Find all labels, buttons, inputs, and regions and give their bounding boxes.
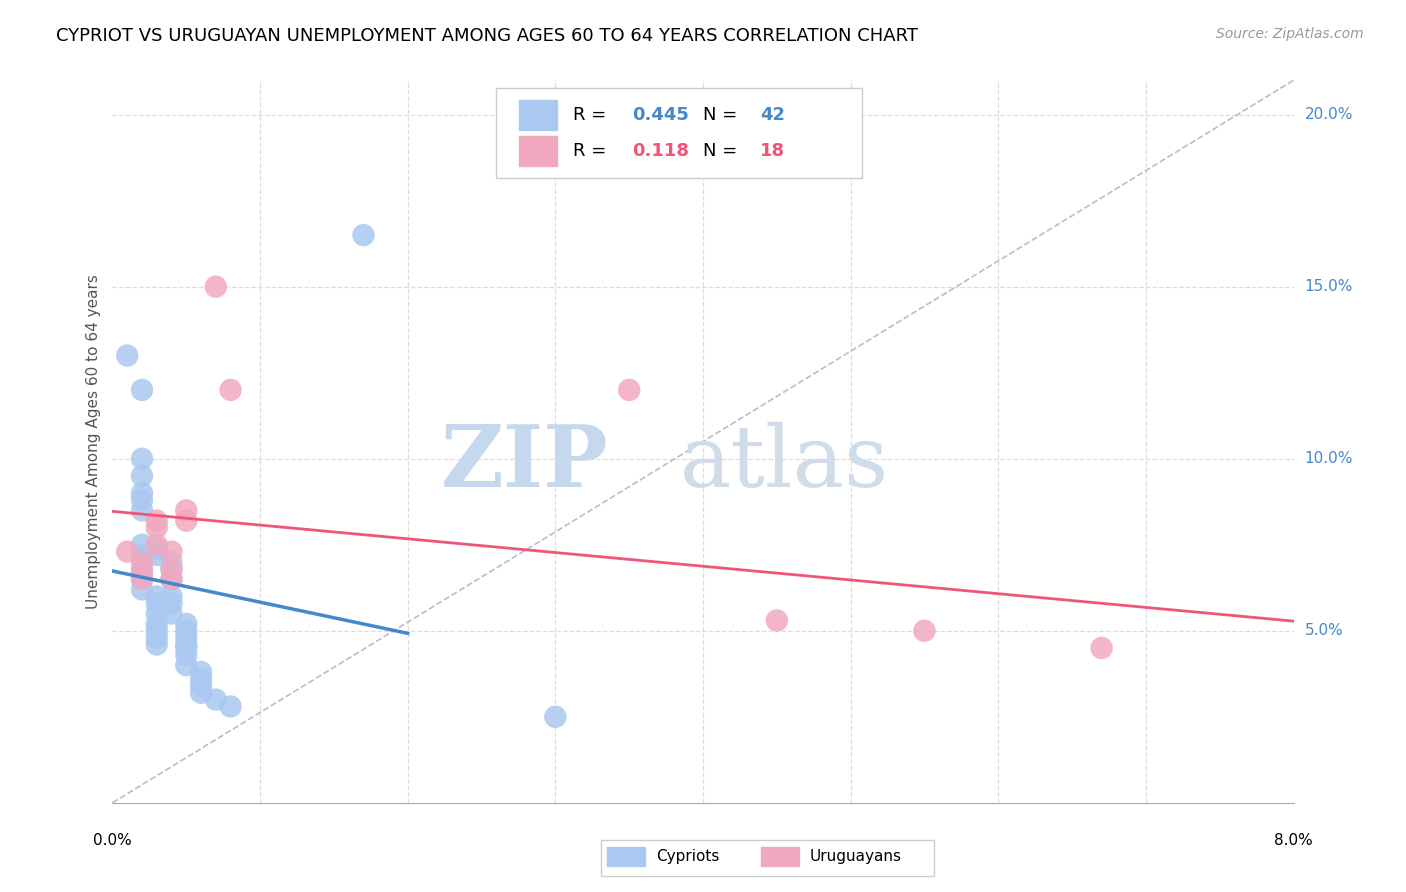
Y-axis label: Unemployment Among Ages 60 to 64 years: Unemployment Among Ages 60 to 64 years: [86, 274, 101, 609]
Point: [219, 699, 242, 714]
Text: Uruguayans: Uruguayans: [810, 849, 901, 864]
FancyBboxPatch shape: [761, 847, 799, 866]
Point: [131, 538, 153, 552]
Point: [544, 710, 567, 724]
Point: [174, 503, 197, 517]
Point: [160, 544, 183, 558]
Point: [146, 541, 169, 556]
Point: [146, 520, 169, 534]
Text: 5.0%: 5.0%: [1305, 624, 1343, 639]
Text: 8.0%: 8.0%: [1274, 833, 1313, 848]
Point: [131, 555, 153, 569]
Text: R =: R =: [574, 142, 617, 160]
Point: [1091, 640, 1114, 655]
Point: [131, 451, 153, 466]
Point: [174, 631, 197, 645]
Point: [190, 679, 212, 693]
FancyBboxPatch shape: [607, 847, 645, 866]
Point: [131, 493, 153, 508]
Point: [131, 383, 153, 397]
FancyBboxPatch shape: [496, 87, 862, 178]
FancyBboxPatch shape: [602, 839, 935, 876]
Text: 0.445: 0.445: [633, 106, 689, 124]
Text: 0.0%: 0.0%: [93, 833, 132, 848]
Point: [117, 349, 138, 363]
Point: [174, 648, 197, 662]
Point: [131, 572, 153, 586]
Point: [131, 562, 153, 576]
Point: [160, 562, 183, 576]
Point: [160, 555, 183, 569]
Point: [146, 631, 169, 645]
Point: [131, 548, 153, 562]
Point: [205, 279, 228, 293]
Point: [146, 607, 169, 621]
Text: 42: 42: [759, 106, 785, 124]
Point: [174, 616, 197, 631]
Point: [765, 614, 787, 628]
Text: CYPRIOT VS URUGUAYAN UNEMPLOYMENT AMONG AGES 60 TO 64 YEARS CORRELATION CHART: CYPRIOT VS URUGUAYAN UNEMPLOYMENT AMONG …: [56, 27, 918, 45]
Point: [131, 582, 153, 597]
Point: [160, 562, 183, 576]
Text: Source: ZipAtlas.com: Source: ZipAtlas.com: [1216, 27, 1364, 41]
Point: [174, 658, 197, 673]
Point: [131, 469, 153, 483]
Point: [146, 548, 169, 562]
Point: [146, 590, 169, 604]
Point: [146, 638, 169, 652]
Point: [174, 640, 197, 655]
Point: [146, 616, 169, 631]
Point: [160, 572, 183, 586]
Text: R =: R =: [574, 106, 612, 124]
Point: [619, 383, 641, 397]
Point: [914, 624, 936, 638]
Point: [131, 566, 153, 580]
Point: [205, 692, 228, 706]
Point: [174, 624, 197, 638]
Text: 10.0%: 10.0%: [1305, 451, 1353, 467]
Point: [352, 228, 374, 243]
Text: 18: 18: [759, 142, 785, 160]
Text: N =: N =: [703, 142, 742, 160]
Point: [160, 607, 183, 621]
Point: [160, 596, 183, 610]
Text: 0.118: 0.118: [633, 142, 689, 160]
Point: [146, 538, 169, 552]
Point: [131, 486, 153, 500]
Text: atlas: atlas: [679, 422, 889, 505]
Point: [160, 572, 183, 586]
Point: [131, 572, 153, 586]
Text: Cypriots: Cypriots: [655, 849, 718, 864]
Point: [146, 596, 169, 610]
Point: [146, 514, 169, 528]
Text: N =: N =: [703, 106, 742, 124]
Text: 20.0%: 20.0%: [1305, 107, 1353, 122]
Point: [117, 544, 138, 558]
Point: [190, 672, 212, 686]
Text: ZIP: ZIP: [440, 421, 609, 505]
Point: [146, 624, 169, 638]
Point: [131, 503, 153, 517]
Point: [174, 514, 197, 528]
FancyBboxPatch shape: [519, 136, 557, 166]
Point: [190, 686, 212, 700]
Text: 15.0%: 15.0%: [1305, 279, 1353, 294]
FancyBboxPatch shape: [519, 100, 557, 130]
Point: [174, 638, 197, 652]
Point: [219, 383, 242, 397]
Point: [190, 665, 212, 679]
Point: [160, 590, 183, 604]
